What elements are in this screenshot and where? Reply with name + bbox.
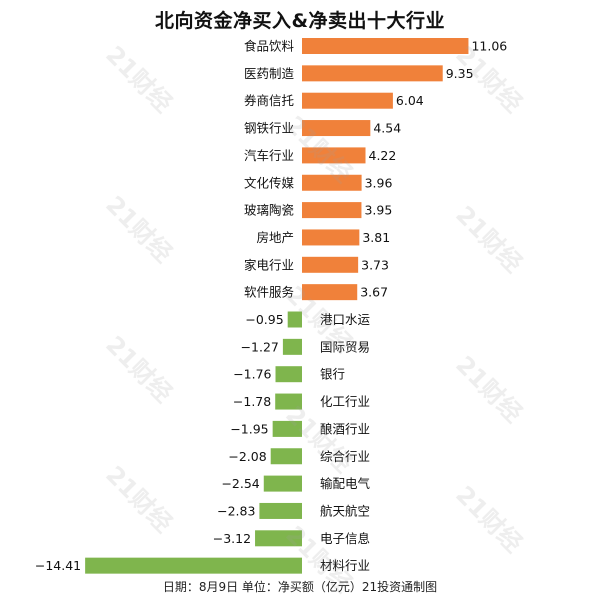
- bar-15: [272, 420, 302, 437]
- bar-17: [263, 475, 302, 492]
- value-label-2: 9.35: [446, 66, 474, 81]
- bar-6: [302, 174, 362, 191]
- value-label-17: −2.54: [221, 476, 259, 491]
- bar-19: [255, 530, 302, 547]
- value-label-16: −2.08: [228, 449, 266, 464]
- bars-layer: [85, 38, 469, 574]
- category-label-14: 化工行业: [320, 394, 370, 409]
- value-label-8: 3.81: [362, 230, 390, 245]
- category-label-12: 国际贸易: [320, 339, 370, 354]
- value-label-6: 3.96: [365, 175, 393, 190]
- chart-title: 北向资金净买入&净卖出十大行业: [154, 10, 446, 32]
- category-label-9: 家电行业: [244, 257, 294, 272]
- bar-8: [302, 229, 360, 246]
- category-label-8: 房地产: [256, 230, 294, 245]
- value-label-14: −1.78: [233, 394, 271, 409]
- value-label-10: 3.67: [360, 285, 388, 300]
- category-label-19: 电子信息: [320, 531, 370, 546]
- category-label-16: 综合行业: [320, 449, 370, 464]
- bar-16: [270, 448, 302, 465]
- category-label-10: 软件服务: [244, 285, 294, 300]
- bar-5: [302, 147, 366, 164]
- bar-2: [302, 65, 443, 82]
- value-label-5: 4.22: [369, 148, 397, 163]
- bar-13: [275, 366, 302, 383]
- value-label-15: −1.95: [230, 421, 268, 436]
- value-label-11: −0.95: [245, 312, 283, 327]
- value-label-20: −14.41: [35, 558, 81, 573]
- value-label-9: 3.73: [361, 257, 389, 272]
- category-label-13: 银行: [320, 367, 345, 382]
- category-label-15: 酿酒行业: [320, 421, 370, 436]
- value-label-7: 3.95: [364, 203, 392, 218]
- value-label-4: 4.54: [373, 121, 401, 136]
- bar-14: [275, 393, 302, 410]
- chart-footer: 日期：8月9日 单位：净买额（亿元）21投资通制图: [162, 580, 438, 594]
- category-label-3: 券商信托: [244, 93, 294, 108]
- bar-10: [302, 284, 358, 301]
- category-label-17: 输配电气: [320, 476, 371, 491]
- category-label-5: 汽车行业: [244, 148, 294, 163]
- labels-layer: 食品饮料 11.06 医药制造 9.35 券商信托 6.04 钢铁行业 4.54 汽车行业 4.2…: [35, 39, 507, 574]
- bar-18: [259, 502, 302, 519]
- bar-20: [85, 557, 302, 574]
- bar-7: [302, 202, 362, 219]
- value-label-19: −3.12: [213, 531, 251, 546]
- category-label-7: 玻璃陶瓷: [244, 203, 294, 218]
- bar-9: [302, 256, 359, 273]
- category-label-4: 钢铁行业: [244, 121, 294, 136]
- value-label-12: −1.27: [241, 339, 279, 354]
- category-label-11: 港口水运: [320, 312, 371, 327]
- category-label-1: 食品饮料: [244, 39, 295, 54]
- bar-1: [302, 38, 469, 54]
- bar-11: [287, 311, 302, 328]
- category-label-18: 航天航空: [320, 503, 370, 518]
- value-label-1: 11.06: [471, 39, 507, 54]
- value-label-3: 6.04: [396, 93, 424, 108]
- bar-3: [302, 92, 393, 109]
- bar-12: [282, 338, 302, 355]
- category-label-20: 材料行业: [320, 558, 370, 573]
- category-label-6: 文化传媒: [244, 175, 295, 190]
- value-label-18: −2.83: [217, 503, 255, 518]
- value-label-13: −1.76: [233, 367, 271, 382]
- category-label-2: 医药制造: [244, 66, 295, 81]
- bar-4: [302, 120, 371, 137]
